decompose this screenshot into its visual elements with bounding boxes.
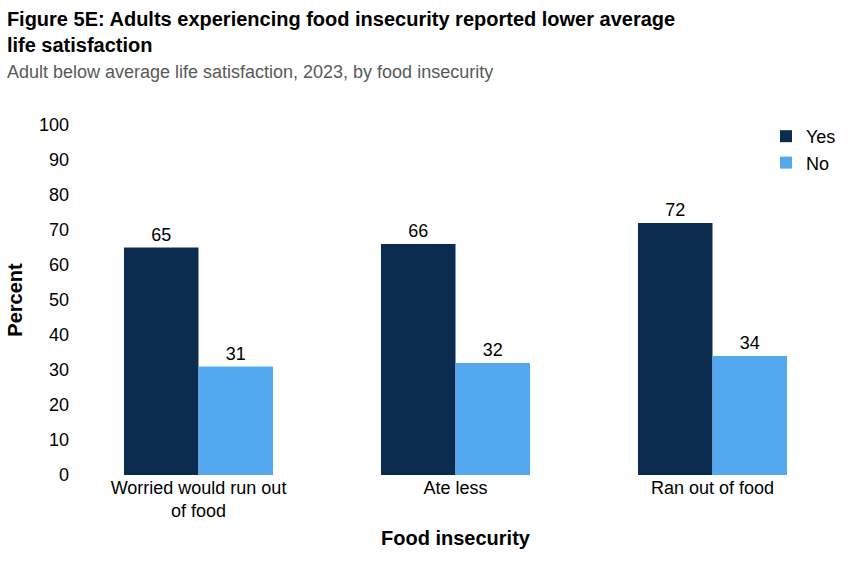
svg-text:66: 66: [408, 221, 428, 241]
svg-text:Percent: Percent: [4, 263, 26, 337]
svg-text:40: 40: [49, 325, 69, 345]
svg-text:0: 0: [59, 465, 69, 485]
svg-text:34: 34: [740, 333, 760, 353]
svg-text:80: 80: [49, 185, 69, 205]
svg-text:31: 31: [226, 344, 246, 364]
svg-text:Food insecurity: Food insecurity: [381, 527, 531, 549]
svg-text:20: 20: [49, 395, 69, 415]
svg-text:Figure 5E: Adults experiencing: Figure 5E: Adults experiencing food inse…: [7, 8, 675, 82]
svg-text:65: 65: [151, 225, 171, 245]
svg-text:Ran out of food: Ran out of food: [651, 478, 774, 498]
svg-text:32: 32: [483, 340, 503, 360]
svg-text:90: 90: [49, 150, 69, 170]
svg-text:30: 30: [49, 360, 69, 380]
svg-text:Worried would run outof food: Worried would run outof food: [111, 478, 287, 521]
svg-text:No: No: [806, 154, 829, 174]
svg-text:60: 60: [49, 255, 69, 275]
svg-text:50: 50: [49, 290, 69, 310]
svg-text:72: 72: [665, 200, 685, 220]
svg-text:Ate less: Ate less: [423, 478, 487, 498]
svg-text:10: 10: [49, 430, 69, 450]
svg-text:Yes: Yes: [806, 127, 835, 147]
svg-text:70: 70: [49, 220, 69, 240]
svg-text:100: 100: [39, 115, 69, 135]
